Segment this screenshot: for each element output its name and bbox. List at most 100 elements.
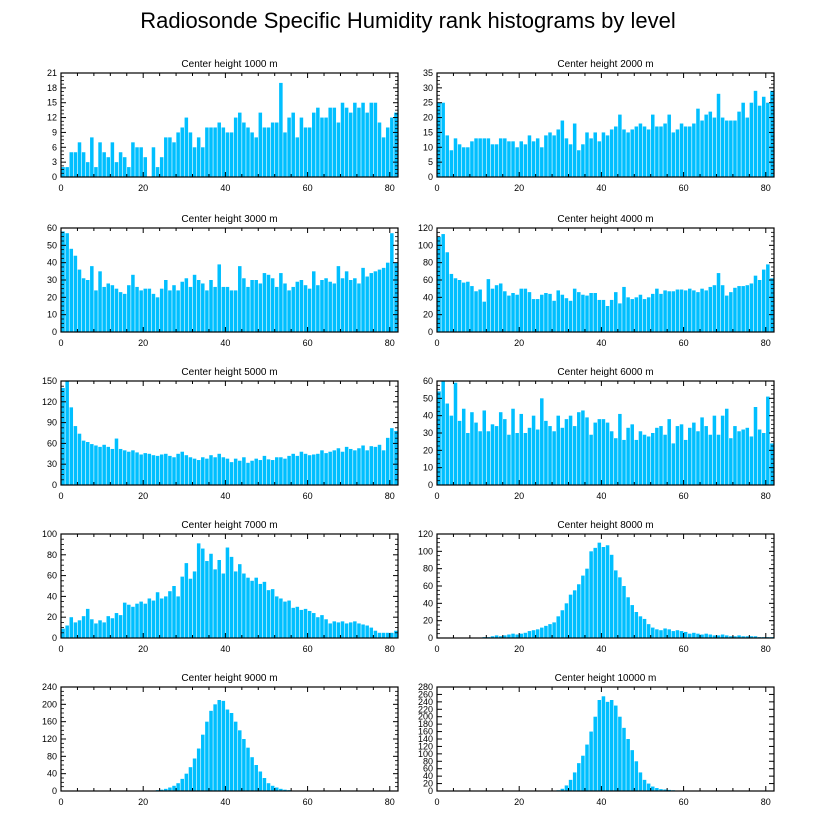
histogram-bar	[441, 381, 445, 485]
histogram-bar	[307, 610, 312, 638]
histogram-bar	[221, 700, 226, 791]
y-tick-label: 60	[423, 376, 433, 386]
histogram-bar	[348, 622, 353, 638]
histogram-bar	[180, 127, 184, 177]
histogram-bar	[741, 429, 745, 485]
histogram-bar	[283, 789, 287, 791]
histogram-bar	[303, 453, 308, 485]
histogram-bar	[486, 279, 491, 332]
histogram-bar	[589, 138, 593, 177]
histogram-bar	[258, 771, 263, 791]
histogram-bar	[65, 233, 69, 332]
histogram-bar	[147, 453, 152, 485]
histogram-bar	[106, 446, 111, 485]
histogram-bar	[498, 636, 503, 638]
x-tick-label: 40	[220, 797, 230, 807]
histogram-bar	[262, 127, 267, 177]
y-tick-label: 80	[47, 550, 57, 560]
histogram-bar	[122, 602, 127, 638]
histogram-bar	[188, 132, 193, 177]
histogram-bar	[675, 289, 680, 332]
y-tick-label: 0	[428, 327, 433, 337]
histogram-bar	[634, 297, 639, 332]
histogram-bar	[511, 141, 515, 177]
histogram-bar	[316, 285, 320, 332]
histogram-bar	[283, 458, 287, 485]
histogram-bar	[61, 628, 65, 638]
histogram-bar	[503, 138, 507, 177]
histogram-bar	[303, 127, 308, 177]
histogram-bar	[626, 427, 630, 485]
histogram-bar	[357, 623, 361, 638]
x-tick-label: 60	[303, 797, 313, 807]
histogram-bar	[523, 632, 528, 638]
histogram-bar	[700, 288, 704, 332]
histogram-bar	[122, 293, 127, 332]
histogram-bar	[544, 293, 548, 332]
histogram-bar	[303, 285, 308, 332]
x-tick-label: 80	[761, 183, 771, 193]
histogram-bar	[225, 132, 230, 177]
histogram-bar	[242, 457, 246, 485]
y-tick-label: 6	[52, 142, 57, 152]
histogram-bar	[340, 451, 345, 485]
histogram-bar	[622, 439, 626, 485]
histogram-bar	[217, 122, 221, 177]
histogram-bar	[279, 788, 283, 791]
y-tick-label: 100	[418, 749, 433, 759]
histogram-bar	[445, 135, 450, 177]
histogram-bar	[155, 455, 160, 485]
histogram-bar	[622, 586, 626, 638]
y-tick-label: 30	[423, 428, 433, 438]
histogram-bar	[192, 758, 197, 791]
histogram-bar	[441, 102, 445, 177]
histogram-bar	[94, 290, 98, 332]
histogram-bar	[626, 739, 630, 791]
y-tick-label: 120	[42, 734, 57, 744]
histogram-bar	[609, 700, 614, 791]
histogram-bar	[131, 274, 135, 332]
histogram-bar	[761, 433, 766, 485]
histogram-bar	[106, 616, 111, 638]
histogram-bar	[556, 616, 560, 638]
histogram-bar	[515, 433, 519, 485]
histogram-bar	[704, 114, 708, 177]
y-tick-label: 21	[47, 68, 57, 78]
histogram-bar	[757, 105, 762, 177]
y-tick-label: 90	[47, 418, 57, 428]
histogram-bar	[597, 542, 602, 638]
histogram-bar	[77, 142, 82, 177]
histogram-bar	[155, 592, 160, 638]
y-tick-label: 40	[423, 411, 433, 421]
histogram-bar	[299, 117, 304, 177]
histogram-bar	[696, 633, 700, 638]
y-tick-label: 25	[423, 98, 433, 108]
histogram-bar	[262, 455, 267, 485]
x-tick-label: 40	[220, 644, 230, 654]
histogram-bar	[122, 157, 127, 177]
x-tick-label: 80	[761, 338, 771, 348]
histogram-bar	[716, 93, 721, 177]
histogram-bar	[531, 141, 536, 177]
histogram-bar	[457, 144, 462, 177]
histogram-bar	[196, 748, 201, 791]
histogram-bar	[638, 431, 643, 485]
histogram-bar	[164, 137, 168, 177]
histogram-bar	[490, 288, 495, 332]
histogram-bar	[81, 616, 86, 638]
histogram-bar	[332, 450, 337, 485]
histogram-bar	[564, 419, 569, 485]
y-tick-label: 40	[47, 769, 57, 779]
histogram-bar	[168, 591, 172, 638]
histogram-bar	[770, 443, 774, 485]
histogram-bar	[246, 577, 250, 638]
histogram-bar	[564, 785, 569, 791]
histogram-bar	[233, 571, 238, 638]
panel-title: Center height 10000 m	[555, 673, 657, 684]
histogram-bar	[642, 126, 647, 177]
histogram-bar	[98, 620, 102, 638]
histogram-bar	[552, 300, 556, 332]
histogram-bar	[110, 448, 115, 485]
histogram-bar	[266, 783, 271, 791]
